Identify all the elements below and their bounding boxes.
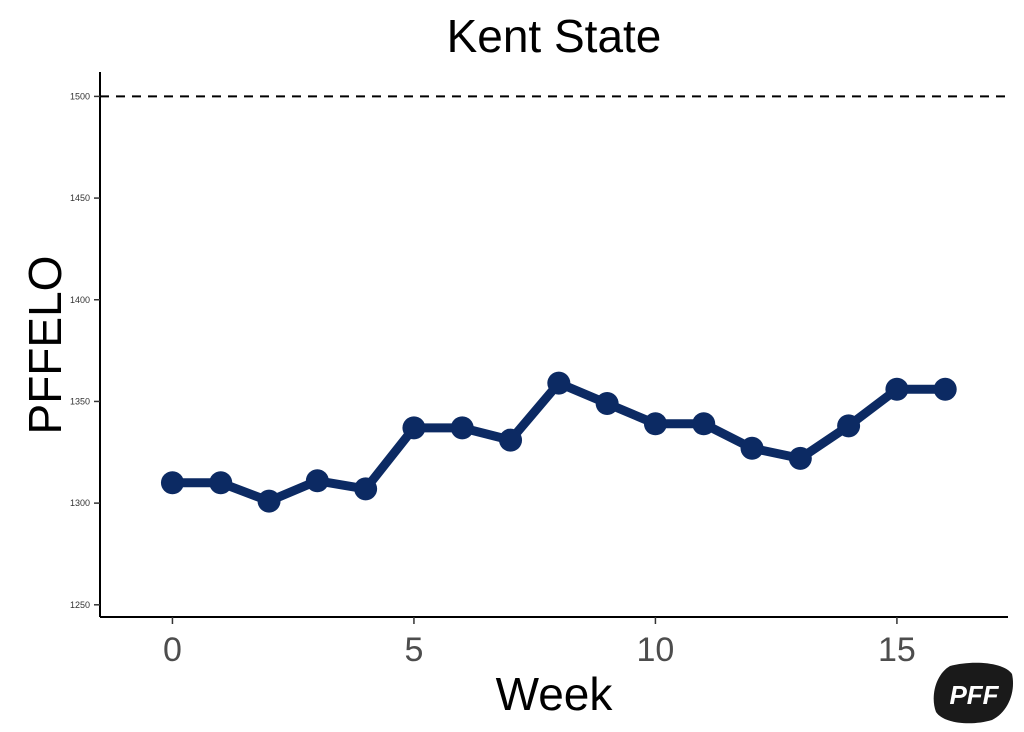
- data-point: [450, 416, 474, 440]
- data-point: [354, 477, 378, 501]
- x-tick-label: 0: [163, 631, 182, 669]
- pff-logo: PFF: [933, 662, 1014, 724]
- y-tick-label: 1450: [70, 193, 90, 203]
- y-tick-label: 1300: [70, 498, 90, 508]
- x-tick-label: 5: [404, 631, 423, 669]
- y-tick-label: 1500: [70, 91, 90, 101]
- x-tick-label: 15: [878, 631, 916, 669]
- data-point: [547, 371, 571, 395]
- data-point: [933, 377, 957, 401]
- y-tick-label: 1400: [70, 295, 90, 305]
- series-line: [167, 378, 950, 506]
- y-tick-label: 1250: [70, 600, 90, 610]
- data-point: [257, 489, 281, 513]
- x-tick-label: 10: [637, 631, 675, 669]
- data-point: [885, 377, 909, 401]
- data-point: [402, 416, 426, 440]
- y-tick-label: 1350: [70, 396, 90, 406]
- data-point: [595, 391, 619, 415]
- data-point: [160, 471, 184, 495]
- data-point: [643, 412, 667, 436]
- data-point: [692, 412, 716, 436]
- data-point: [209, 471, 233, 495]
- data-point: [837, 414, 861, 438]
- data-point: [788, 446, 812, 470]
- x-axis-label: Week: [495, 668, 613, 720]
- data-point: [740, 436, 764, 460]
- pff-logo-shape: [933, 662, 1014, 724]
- data-point: [305, 469, 329, 493]
- chart-title: Kent State: [446, 10, 662, 62]
- pff-logo-text: PFF: [949, 680, 999, 710]
- data-point: [499, 428, 523, 452]
